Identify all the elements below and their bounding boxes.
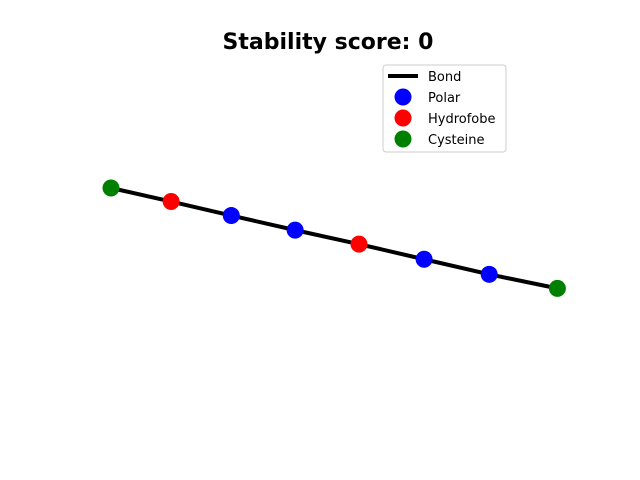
residue-point-cysteine bbox=[548, 279, 566, 297]
legend-cysteine-swatch bbox=[394, 130, 412, 148]
legend-frame bbox=[382, 64, 507, 153]
residue-point-polar bbox=[286, 221, 304, 239]
legend-hydrofobe-swatch bbox=[394, 109, 412, 127]
bond-segment bbox=[294, 228, 360, 247]
residue-point-hydrofobe bbox=[350, 235, 368, 253]
bond-segment bbox=[423, 257, 490, 277]
residue-point-polar bbox=[222, 207, 240, 225]
residue-point-polar bbox=[480, 265, 498, 283]
legend-label-bond: Bond bbox=[428, 70, 461, 85]
legend-label-hydrofobe: Hydrofobe bbox=[428, 112, 496, 127]
legend-label-polar: Polar bbox=[428, 91, 461, 106]
legend-polar-swatch bbox=[394, 88, 412, 106]
bond-segment bbox=[110, 186, 172, 204]
bond-segment bbox=[488, 272, 558, 291]
residue-point-polar bbox=[415, 250, 433, 268]
legend: Bond Polar Hydrofobe Cysteine bbox=[382, 64, 507, 153]
residue-point-hydrofobe bbox=[162, 193, 180, 211]
plot-area bbox=[102, 179, 566, 297]
residue-point-cysteine bbox=[102, 179, 120, 197]
chart-title: Stability score: 0 bbox=[223, 30, 434, 55]
legend-label-cysteine: Cysteine bbox=[428, 133, 485, 148]
bond-segment bbox=[358, 242, 425, 262]
bond-segment bbox=[230, 213, 296, 233]
bond-segment bbox=[170, 199, 232, 218]
